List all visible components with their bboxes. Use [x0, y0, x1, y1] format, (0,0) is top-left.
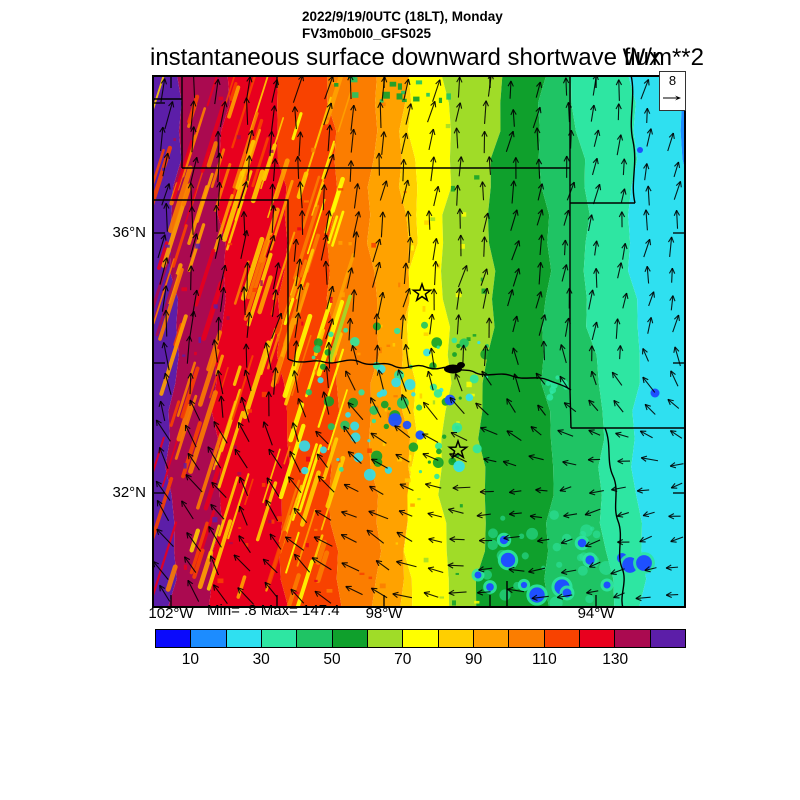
- colorbar-cell: [331, 629, 367, 648]
- colorbar-cell: [296, 629, 332, 648]
- chart-title: instantaneous surface downward shortwave…: [150, 44, 661, 71]
- colorbar-label: 30: [252, 651, 270, 668]
- colorbar-cell: [649, 629, 686, 648]
- colorbar-label: 50: [323, 651, 341, 668]
- y-axis-label: 36°N: [112, 224, 146, 241]
- colorbar-label: 130: [602, 651, 629, 668]
- colorbar-cell: [472, 629, 509, 648]
- colorbar-cell: [260, 629, 297, 648]
- colorbar-cell: [543, 629, 579, 648]
- colorbar-cell: [155, 629, 191, 648]
- colorbar-cell: [508, 629, 544, 648]
- reference-vector-value: 8: [668, 73, 677, 88]
- reference-vector-arrow-icon: [663, 95, 681, 101]
- colorbar-cell: [614, 629, 650, 648]
- colorbar-cell: [190, 629, 226, 648]
- colorbar-label: 110: [532, 651, 557, 668]
- minmax-label: Min= .8 Max= 147.4: [207, 602, 340, 619]
- colorbar-label: 10: [181, 651, 200, 668]
- colorbar-label: 70: [394, 651, 412, 668]
- colorbar-cell: [366, 629, 403, 648]
- map-area: [152, 75, 686, 608]
- colorbar-cell: [225, 629, 261, 648]
- x-axis-label: 102°W: [148, 605, 194, 622]
- units-label: W/m**2: [622, 44, 704, 71]
- colorbar-cell: [578, 629, 615, 648]
- colorbar: [155, 629, 686, 648]
- colorbar-cell: [437, 629, 473, 648]
- reference-vector-box: 8: [659, 71, 686, 111]
- map-canvas: [152, 75, 686, 608]
- model-label: FV3m0b0I0_GFS025: [302, 26, 432, 41]
- x-axis-label: 98°W: [365, 605, 403, 622]
- colorbar-cell: [402, 629, 438, 648]
- y-axis-label: 32°N: [112, 484, 146, 501]
- colorbar-label: 90: [464, 651, 483, 668]
- x-axis-label: 94°W: [577, 605, 615, 622]
- datetime-label: 2022/9/19/0UTC (18LT), Monday: [302, 9, 503, 24]
